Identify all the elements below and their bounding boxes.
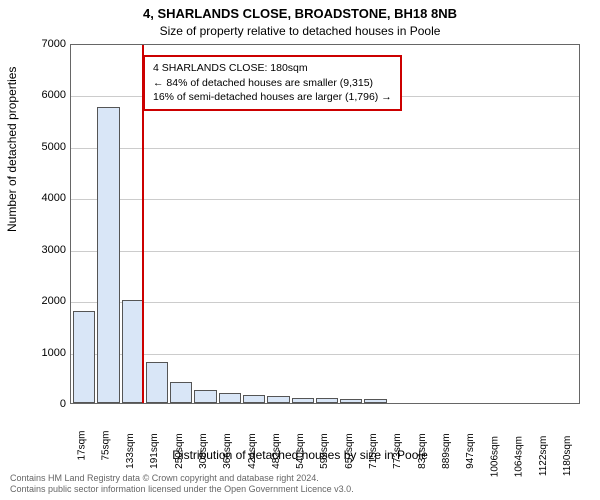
- gridline-h: [71, 199, 579, 200]
- y-tick-label: 4000: [16, 192, 66, 204]
- histogram-bar: [364, 399, 386, 403]
- histogram-bar: [146, 362, 168, 403]
- footer-attribution: Contains HM Land Registry data © Crown c…: [10, 473, 354, 496]
- histogram-bar: [340, 399, 362, 403]
- y-tick-label: 7000: [16, 38, 66, 50]
- gridline-h: [71, 251, 579, 252]
- y-tick-label: 6000: [16, 89, 66, 101]
- histogram-bar: [73, 311, 95, 403]
- histogram-bar: [292, 398, 314, 403]
- gridline-h: [71, 148, 579, 149]
- histogram-bar: [316, 398, 338, 403]
- annotation-line3: 16% of semi-detached houses are larger (…: [153, 90, 392, 105]
- annotation-line1: 4 SHARLANDS CLOSE: 180sqm: [153, 61, 392, 76]
- plot-area: 4 SHARLANDS CLOSE: 180sqm ← 84% of detac…: [70, 44, 580, 404]
- chart-subtitle: Size of property relative to detached ho…: [0, 24, 600, 38]
- y-tick-label: 3000: [16, 244, 66, 256]
- histogram-bar: [243, 395, 265, 403]
- histogram-bar: [97, 107, 119, 403]
- gridline-h: [71, 354, 579, 355]
- histogram-bar: [267, 396, 289, 403]
- gridline-h: [71, 302, 579, 303]
- annotation-line2: ← 84% of detached houses are smaller (9,…: [153, 76, 392, 91]
- y-tick-label: 0: [16, 398, 66, 410]
- chart-container: 4, SHARLANDS CLOSE, BROADSTONE, BH18 8NB…: [0, 0, 600, 500]
- x-axis-label: Distribution of detached houses by size …: [0, 448, 600, 462]
- histogram-bar: [194, 390, 216, 403]
- histogram-bar: [219, 393, 241, 403]
- y-tick-label: 1000: [16, 347, 66, 359]
- footer-line1: Contains HM Land Registry data © Crown c…: [10, 473, 354, 485]
- y-tick-label: 5000: [16, 141, 66, 153]
- histogram-bar: [170, 382, 192, 403]
- histogram-bar: [122, 300, 144, 403]
- annotation-box: 4 SHARLANDS CLOSE: 180sqm ← 84% of detac…: [143, 55, 402, 111]
- y-axis-ticks: 01000200030004000500060007000: [18, 44, 68, 404]
- y-tick-label: 2000: [16, 295, 66, 307]
- chart-title-address: 4, SHARLANDS CLOSE, BROADSTONE, BH18 8NB: [0, 6, 600, 21]
- footer-line2: Contains public sector information licen…: [10, 484, 354, 496]
